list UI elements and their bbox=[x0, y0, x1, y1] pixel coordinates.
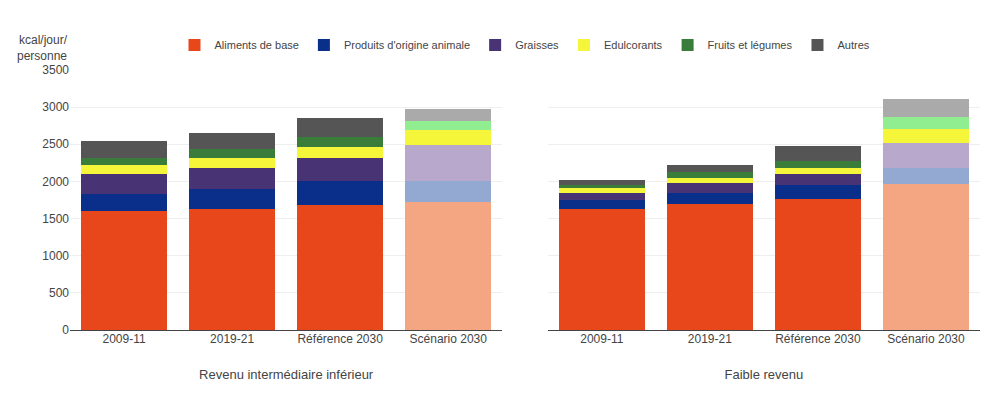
svg-text:Aliments de base: Aliments de base bbox=[215, 39, 299, 51]
svg-text:Référence 2030: Référence 2030 bbox=[297, 332, 383, 346]
svg-text:Scénario 2030: Scénario 2030 bbox=[410, 332, 488, 346]
svg-text:Référence 2030: Référence 2030 bbox=[775, 332, 861, 346]
svg-text:2019-21: 2019-21 bbox=[688, 332, 732, 346]
svg-text:1000: 1000 bbox=[42, 249, 69, 263]
svg-text:Faible revenu: Faible revenu bbox=[724, 367, 803, 382]
svg-text:1500: 1500 bbox=[42, 212, 69, 226]
svg-text:500: 500 bbox=[49, 286, 69, 300]
svg-text:0: 0 bbox=[62, 323, 69, 337]
svg-text:3000: 3000 bbox=[42, 100, 69, 114]
svg-text:2019-21: 2019-21 bbox=[210, 332, 254, 346]
svg-text:2000: 2000 bbox=[42, 175, 69, 189]
svg-text:Revenu intermédiaire inférieur: Revenu intermédiaire inférieur bbox=[199, 367, 374, 382]
svg-text:Graisses: Graisses bbox=[515, 39, 559, 51]
svg-text:Fruits et légumes: Fruits et légumes bbox=[708, 39, 793, 51]
svg-text:2009-11: 2009-11 bbox=[102, 332, 145, 346]
svg-text:2009-11: 2009-11 bbox=[580, 332, 623, 346]
svg-text:Autres: Autres bbox=[837, 39, 869, 51]
svg-text:Scénario 2030: Scénario 2030 bbox=[887, 332, 965, 346]
svg-text:Produits d'origine animale: Produits d'origine animale bbox=[344, 39, 470, 51]
svg-text:Edulcorants: Edulcorants bbox=[604, 39, 663, 51]
svg-text:3500: 3500 bbox=[42, 63, 69, 77]
svg-text:2500: 2500 bbox=[42, 137, 69, 151]
svg-text:kcal/jour/personne: kcal/jour/personne bbox=[17, 33, 68, 63]
